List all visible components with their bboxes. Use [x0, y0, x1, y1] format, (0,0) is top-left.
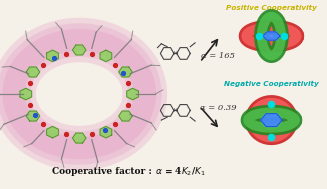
Polygon shape	[100, 50, 112, 62]
Text: Cooperative factor :: Cooperative factor :	[52, 167, 155, 176]
Text: α = 0.39: α = 0.39	[200, 105, 237, 112]
Polygon shape	[26, 111, 40, 121]
Text: $\alpha$ = 4$K_2$/$K_1$: $\alpha$ = 4$K_2$/$K_1$	[155, 165, 205, 178]
Polygon shape	[73, 133, 86, 143]
Polygon shape	[263, 32, 280, 40]
Polygon shape	[100, 126, 112, 138]
Text: H: H	[173, 108, 177, 113]
Polygon shape	[73, 45, 86, 55]
Polygon shape	[261, 114, 282, 127]
Polygon shape	[127, 88, 138, 100]
Text: H: H	[173, 51, 177, 56]
Polygon shape	[26, 67, 40, 77]
Polygon shape	[119, 111, 132, 121]
Text: α = 165: α = 165	[201, 52, 235, 60]
Polygon shape	[20, 88, 32, 100]
Polygon shape	[119, 67, 132, 77]
Polygon shape	[47, 50, 58, 62]
Polygon shape	[47, 126, 58, 138]
Text: Positive Cooperativity: Positive Cooperativity	[226, 5, 317, 11]
Text: Negative Cooperativity: Negative Cooperativity	[224, 81, 319, 87]
